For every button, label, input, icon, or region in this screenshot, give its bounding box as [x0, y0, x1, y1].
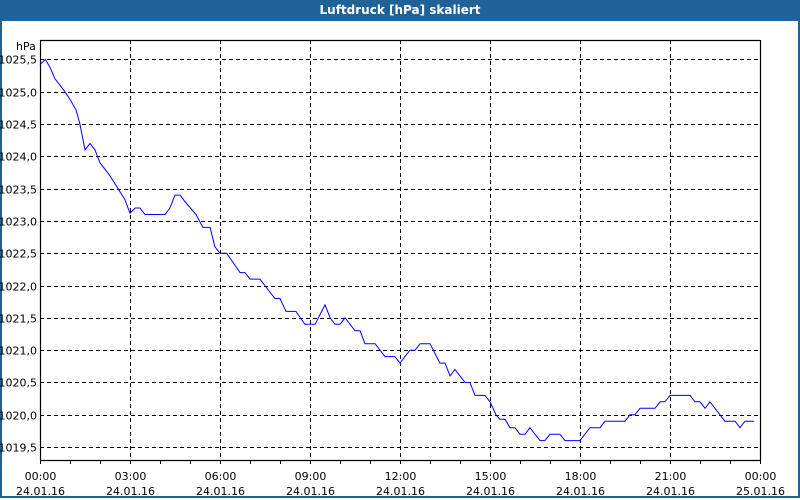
x-tick-date: 24.01.16 — [466, 485, 515, 498]
y-tick-label: 1024,5 — [0, 119, 37, 132]
y-tick-label: 1022,5 — [0, 248, 37, 261]
y-tick-label: 1019,5 — [0, 442, 37, 455]
x-tick-time: 00:00 — [25, 470, 57, 483]
x-tick-date: 24.01.16 — [376, 485, 425, 498]
y-tick-label: 1021,5 — [0, 313, 37, 326]
x-tick-date: 24.01.16 — [646, 485, 695, 498]
x-tick-date: 24.01.16 — [106, 485, 155, 498]
x-tick-time: 09:00 — [295, 470, 327, 483]
x-tick-time: 21:00 — [655, 470, 687, 483]
x-tick-time: 06:00 — [205, 470, 237, 483]
x-tick-date: 24.01.16 — [16, 485, 65, 498]
chart-title: Luftdruck [hPa] skaliert — [0, 0, 800, 21]
x-tick-date: 24.01.16 — [196, 485, 245, 498]
y-tick-label: 1025,5 — [0, 54, 37, 67]
y-tick-label: 1020,0 — [0, 410, 37, 423]
x-tick-time: 03:00 — [115, 470, 147, 483]
y-tick-label: 1020,5 — [0, 377, 37, 390]
y-tick-label: 1022,0 — [0, 281, 37, 294]
x-tick-time: 12:00 — [385, 470, 417, 483]
x-tick-time: 15:00 — [475, 470, 507, 483]
y-tick-label: 1023,5 — [0, 184, 37, 197]
x-tick-date: 25.01.16 — [736, 485, 785, 498]
x-tick-date: 24.01.16 — [286, 485, 335, 498]
y-tick-label: 1025,0 — [0, 87, 37, 100]
x-tick-time: 18:00 — [565, 470, 597, 483]
x-tick-date: 24.01.16 — [556, 485, 605, 498]
y-tick-label: 1023,0 — [0, 216, 37, 229]
y-axis-unit-label: hPa — [16, 40, 36, 53]
y-tick-label: 1021,0 — [0, 345, 37, 358]
pressure-series-line — [39, 58, 754, 442]
x-tick-time: 00:00 — [745, 470, 777, 483]
y-tick-label: 1024,0 — [0, 151, 37, 164]
